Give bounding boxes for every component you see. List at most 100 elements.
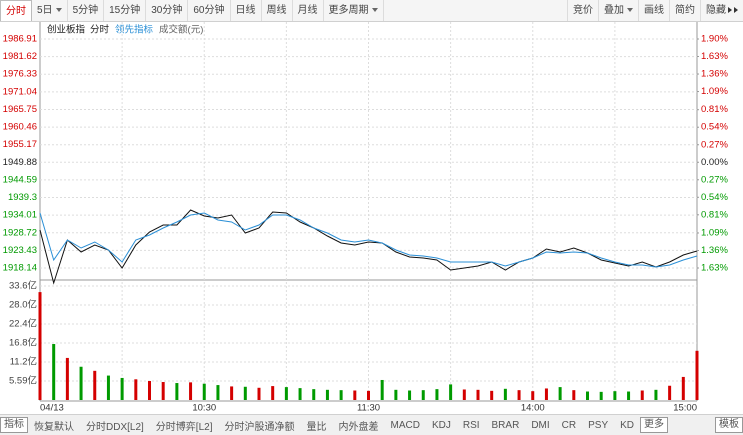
volume-bar bbox=[271, 386, 275, 400]
chart-title: 创业板指 bbox=[47, 24, 86, 36]
indicator-tab[interactable]: 分时博弈[L2] bbox=[155, 421, 213, 433]
volume-bar bbox=[134, 379, 138, 400]
indicator-tab[interactable]: RSI bbox=[462, 419, 480, 431]
volume-tick-label: 5.59亿 bbox=[9, 375, 37, 387]
y-tick-label: 1934.01 bbox=[3, 210, 37, 221]
volume-bar bbox=[462, 389, 466, 400]
tab-label: 月线 bbox=[297, 5, 318, 16]
tool-button[interactable]: 画线 bbox=[638, 0, 669, 21]
tab[interactable]: 15分钟 bbox=[104, 0, 147, 21]
volume-bar bbox=[435, 389, 439, 400]
x-tick-label: 10:30 bbox=[192, 403, 216, 414]
y-tick-label: 1928.72 bbox=[3, 227, 37, 238]
indicator-bar: 指标 恢复默认 分时DDX[L2] 分时博弈[L2] 分时沪股通净额 量比 内外盘差 MACD… bbox=[0, 414, 743, 435]
y-tick-label: 1923.43 bbox=[3, 245, 37, 256]
button-label: 隐藏 bbox=[706, 5, 726, 16]
volume-tick-label: 22.4亿 bbox=[9, 318, 37, 330]
volume-bar bbox=[243, 386, 247, 400]
indicator-tab[interactable]: 内外盘差 bbox=[338, 421, 379, 433]
tab[interactable]: 5分钟 bbox=[68, 0, 105, 21]
volume-bar bbox=[120, 377, 124, 400]
indicator-tab[interactable]: DMI bbox=[531, 419, 550, 431]
indicator-tab[interactable]: 恢复默认 bbox=[34, 421, 74, 433]
button-label: 竞价 bbox=[573, 5, 593, 16]
arrow-icon bbox=[728, 7, 732, 14]
volume-bar bbox=[558, 387, 562, 400]
x-tick-label: 04/13 bbox=[40, 403, 64, 414]
volume-bar bbox=[627, 391, 631, 400]
y2-tick-label: 0.81% bbox=[701, 104, 728, 115]
y2-tick-label: 1.90% bbox=[701, 34, 728, 45]
y2-tick-label: 0.00% bbox=[701, 157, 728, 168]
volume-tick-label: 16.8亿 bbox=[9, 337, 37, 349]
tab-label: 30分钟 bbox=[151, 5, 183, 16]
volume-bar bbox=[312, 389, 316, 400]
tab-label: 日线 bbox=[235, 5, 256, 16]
indicator-tab[interactable]: 更多 bbox=[640, 417, 669, 433]
tab[interactable]: 更多周期 bbox=[324, 0, 384, 21]
y-tick-label: 1960.46 bbox=[3, 122, 37, 133]
volume-bar bbox=[38, 292, 42, 400]
tab[interactable]: 月线 bbox=[293, 0, 324, 21]
volume-bar bbox=[353, 390, 357, 400]
indicator-tabs: 指标 恢复默认 分时DDX[L2] 分时博弈[L2] 分时沪股通净额 量比 内外盘差 MACD… bbox=[0, 415, 669, 435]
y-tick-label: 1971.04 bbox=[3, 86, 37, 97]
tab[interactable]: 日线 bbox=[231, 0, 262, 21]
tool-button[interactable]: 叠加 bbox=[598, 0, 638, 21]
volume-bar bbox=[531, 391, 535, 400]
x-tick-label: 11:30 bbox=[357, 403, 380, 414]
volume-bar bbox=[298, 388, 302, 400]
tab-label: 更多周期 bbox=[328, 5, 369, 16]
dropdown-icon bbox=[55, 8, 62, 13]
dropdown-icon bbox=[627, 8, 633, 13]
volume-bar bbox=[572, 390, 576, 400]
y-tick-label: 1986.91 bbox=[3, 34, 37, 45]
volume-bar bbox=[216, 385, 220, 400]
template-button[interactable]: 模板 bbox=[715, 417, 743, 433]
tab[interactable]: 分时 bbox=[0, 0, 32, 21]
volume-bar bbox=[681, 376, 685, 400]
arrow-icon bbox=[734, 7, 738, 14]
indicator-tab[interactable]: 量比 bbox=[306, 421, 327, 433]
volume-bar bbox=[394, 389, 398, 400]
volume-bar bbox=[257, 387, 261, 400]
indicator-tab[interactable]: CR bbox=[561, 419, 577, 431]
y2-tick-label: 0.54% bbox=[701, 192, 728, 203]
indicator-tab[interactable]: PSY bbox=[588, 419, 609, 431]
tool-button[interactable]: 隐藏 bbox=[700, 0, 743, 21]
indicator-tab[interactable]: 分时DDX[L2] bbox=[86, 421, 144, 433]
y-tick-label: 1965.75 bbox=[3, 104, 37, 115]
volume-bar bbox=[668, 385, 672, 400]
tool-button[interactable]: 竞价 bbox=[567, 0, 598, 21]
y2-tick-label: 1.09% bbox=[701, 227, 728, 238]
tab[interactable]: 30分钟 bbox=[146, 0, 189, 21]
indicator-tab[interactable]: 指标 bbox=[0, 417, 28, 433]
y2-tick-label: 1.36% bbox=[701, 69, 728, 80]
volume-bar bbox=[339, 390, 343, 400]
indicator-tab[interactable]: 分时沪股通净额 bbox=[224, 421, 295, 433]
indicator-tab[interactable]: BRAR bbox=[491, 419, 520, 431]
tab-label: 5分钟 bbox=[72, 5, 99, 16]
indicator-tab[interactable]: KD bbox=[620, 419, 635, 431]
chart: 创业板指 分时 领先指标 成交额(元) 1986.91 1981.62 1976.33 197… bbox=[3, 22, 728, 414]
volume-bar bbox=[517, 390, 521, 400]
tool-button[interactable]: 简约 bbox=[669, 0, 700, 21]
volume-bar bbox=[476, 389, 480, 400]
volume-tick-label: 28.0亿 bbox=[9, 299, 37, 311]
y2-tick-label: 1.63% bbox=[701, 263, 728, 274]
volume-bar bbox=[490, 390, 494, 400]
indicator-tab[interactable]: MACD bbox=[390, 419, 420, 431]
volume-bar bbox=[613, 391, 617, 400]
x-tick-label: 14:00 bbox=[521, 403, 545, 414]
volume-bar bbox=[189, 382, 193, 400]
tab[interactable]: 5日 bbox=[32, 0, 68, 21]
volume-bar bbox=[65, 357, 69, 400]
y2-tick-label: 0.81% bbox=[701, 209, 728, 220]
volume-bar bbox=[654, 389, 658, 400]
tab[interactable]: 60分钟 bbox=[188, 0, 231, 21]
button-label: 画线 bbox=[644, 5, 664, 16]
indicator-tab[interactable]: KDJ bbox=[431, 419, 451, 431]
volume-bar bbox=[106, 375, 110, 400]
tab[interactable]: 周线 bbox=[262, 0, 293, 21]
y2-tick-label: 0.54% bbox=[701, 122, 728, 133]
